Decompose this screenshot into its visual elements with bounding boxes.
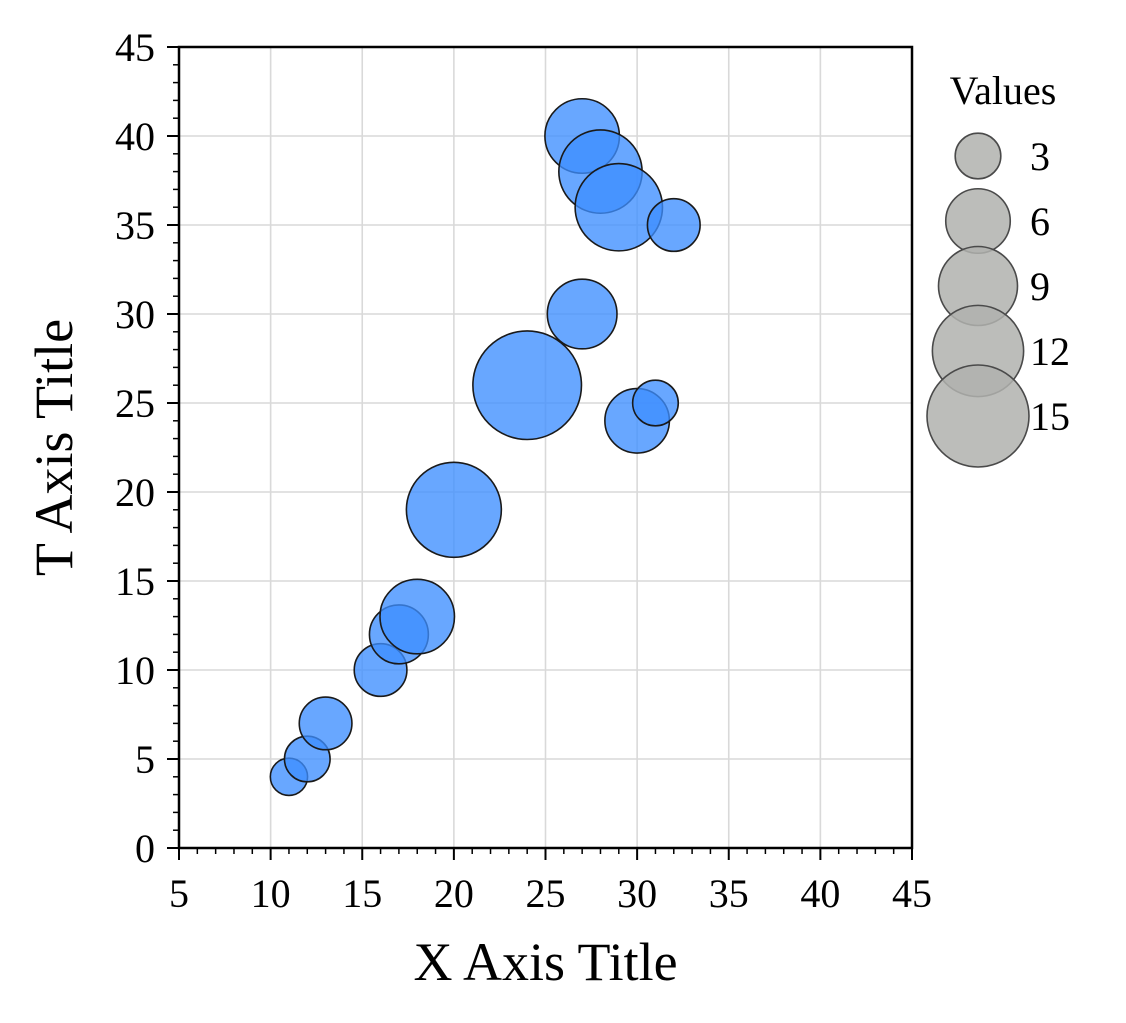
x-axis-title: X Axis Title — [413, 932, 677, 992]
legend-items: 3 6 9 12 15 — [926, 132, 1070, 468]
data-bubble — [646, 197, 701, 253]
data-bubble — [472, 330, 583, 441]
legend-label: 6 — [1030, 199, 1050, 244]
data-points — [269, 97, 701, 797]
data-bubble — [546, 278, 618, 350]
legend-label: 9 — [1030, 264, 1050, 309]
legend-title: Values — [950, 68, 1057, 113]
y-tick-label: 30 — [115, 292, 155, 337]
legend-label: 12 — [1030, 329, 1070, 374]
x-tick-label: 5 — [169, 871, 189, 916]
x-tick-label: 40 — [800, 871, 840, 916]
y-tick-label: 25 — [115, 381, 155, 426]
legend-marker — [944, 187, 1012, 255]
y-tick-label: 35 — [115, 203, 155, 248]
legend-label: 15 — [1030, 394, 1070, 439]
y-tick-label: 20 — [115, 470, 155, 515]
x-tick-label: 15 — [342, 871, 382, 916]
data-bubble — [574, 162, 664, 252]
size-legend: Values 3 6 9 12 15 — [926, 68, 1070, 468]
x-tick-label: 45 — [892, 871, 932, 916]
x-tick-label: 20 — [434, 871, 474, 916]
grid-lines — [178, 46, 913, 849]
y-tick-label: 10 — [115, 648, 155, 693]
x-tick-label: 35 — [709, 871, 749, 916]
y-tick-label: 0 — [135, 826, 155, 871]
y-tick-label: 40 — [115, 114, 155, 159]
data-bubble — [379, 578, 456, 655]
x-tick-labels: 5 10 15 20 25 30 35 40 45 — [169, 871, 932, 916]
legend-marker — [926, 364, 1030, 468]
legend-marker — [954, 132, 1002, 180]
data-bubble — [405, 461, 503, 559]
y-axis-title: T Axis Title — [24, 319, 84, 576]
y-tick-label: 45 — [115, 25, 155, 70]
data-bubble — [631, 379, 680, 427]
x-tick-label: 10 — [251, 871, 291, 916]
y-tick-label: 15 — [115, 559, 155, 604]
y-tick-labels: 0 5 10 15 20 25 30 35 40 45 — [115, 25, 155, 871]
y-tick-label: 5 — [135, 737, 155, 782]
data-bubble — [298, 696, 353, 751]
x-tick-label: 30 — [617, 871, 657, 916]
axis-ticks — [167, 46, 913, 860]
x-tick-label: 25 — [526, 871, 566, 916]
legend-label: 3 — [1030, 134, 1050, 179]
